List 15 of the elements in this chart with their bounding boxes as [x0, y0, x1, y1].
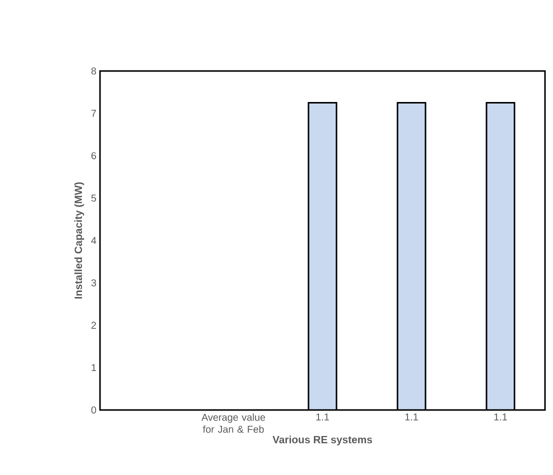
x-tick-label: 1.1: [316, 414, 329, 420]
x-tick-label: 1.1: [494, 414, 507, 420]
y-tick-label: 7: [91, 110, 96, 117]
y-tick-label: 0: [91, 406, 96, 414]
y-tick-label: 2: [91, 322, 96, 329]
x-tick-label: Average value for Jan & Feb: [201, 414, 266, 433]
y-tick-label: 5: [91, 194, 96, 202]
y-tick-label: 3: [91, 279, 96, 286]
y-tick-label: 4: [91, 237, 96, 244]
y-tick-label: 8: [91, 67, 96, 75]
y-tick-label: 6: [91, 152, 96, 160]
y-axis-title: Installed Capacity (MW): [74, 182, 84, 298]
x-tick-label: 1.1: [405, 414, 418, 420]
x-axis-title: Various RE systems: [272, 436, 372, 446]
y-tick-label: 1: [92, 364, 96, 372]
